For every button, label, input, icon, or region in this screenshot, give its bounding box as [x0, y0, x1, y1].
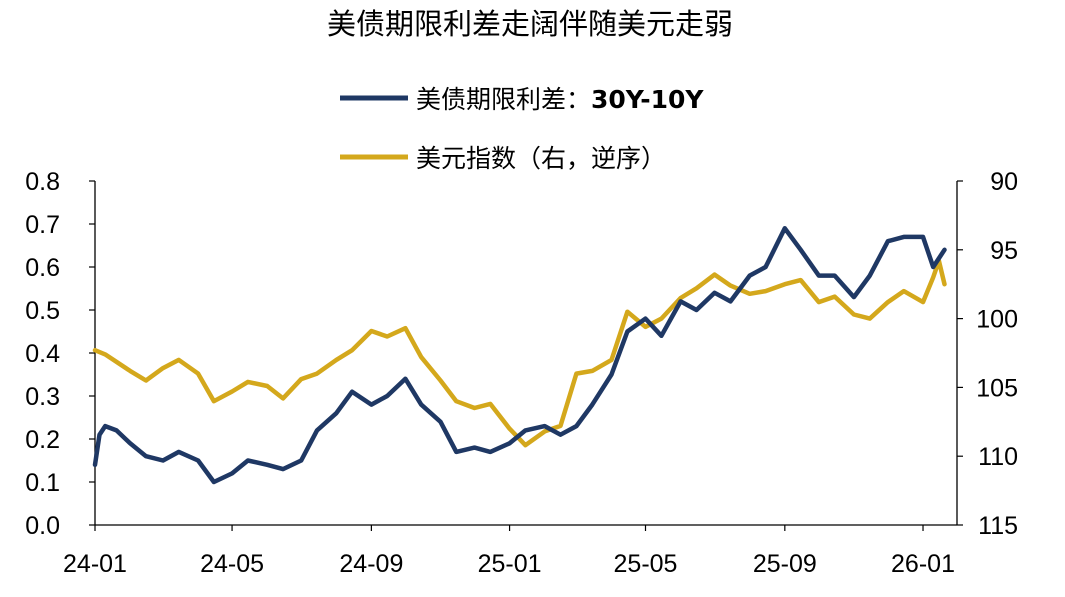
legend-label-spread-prefix: 美债期限利差： — [416, 85, 591, 114]
legend-label-spread: 美债期限利差：30Y-10Y — [416, 85, 704, 114]
left-tick-label: 0.6 — [25, 254, 60, 282]
x-tick-label: 24-09 — [339, 550, 403, 578]
x-tick-label: 24-01 — [63, 550, 127, 578]
right-tick-label: 115 — [978, 512, 1018, 540]
right-tick-label: 110 — [978, 443, 1018, 471]
legend-label-dxy: 美元指数（右，逆序） — [416, 144, 666, 173]
left-tick-label: 0.0 — [25, 512, 60, 540]
left-tick-label: 0.8 — [25, 168, 60, 196]
x-tick-label: 25-09 — [753, 550, 817, 578]
x-tick-label: 25-01 — [478, 550, 542, 578]
left-tick-label: 0.2 — [25, 426, 60, 454]
left-tick-label: 0.4 — [25, 340, 60, 368]
left-tick-label: 0.3 — [25, 383, 60, 411]
right-tick-label: 90 — [990, 168, 1018, 196]
x-tick-label: 25-05 — [614, 550, 678, 578]
legend-label-spread-bold: 30Y-10Y — [591, 85, 704, 114]
series-lines — [92, 226, 947, 485]
chart-title: 美债期限利差走阔伴随美元走弱 — [327, 7, 733, 41]
x-tick-label: 26-01 — [891, 550, 955, 578]
left-tick-label: 0.1 — [25, 469, 60, 497]
series-line-dxy — [92, 258, 947, 448]
legend: 美债期限利差：30Y-10Y 美元指数（右，逆序） — [340, 85, 704, 173]
axes: 0.0 0.1 0.2 0.3 0.4 0.5 0.6 0.7 0.8 90 95 100 105 110… — [25, 168, 1018, 578]
right-tick-label: 95 — [990, 237, 1018, 265]
series-line-spread — [92, 226, 947, 485]
left-tick-label: 0.7 — [25, 211, 60, 239]
x-tick-label: 24-05 — [200, 550, 264, 578]
right-tick-label: 100 — [976, 306, 1018, 334]
left-tick-label: 0.5 — [25, 297, 60, 325]
right-tick-label: 105 — [976, 374, 1018, 402]
